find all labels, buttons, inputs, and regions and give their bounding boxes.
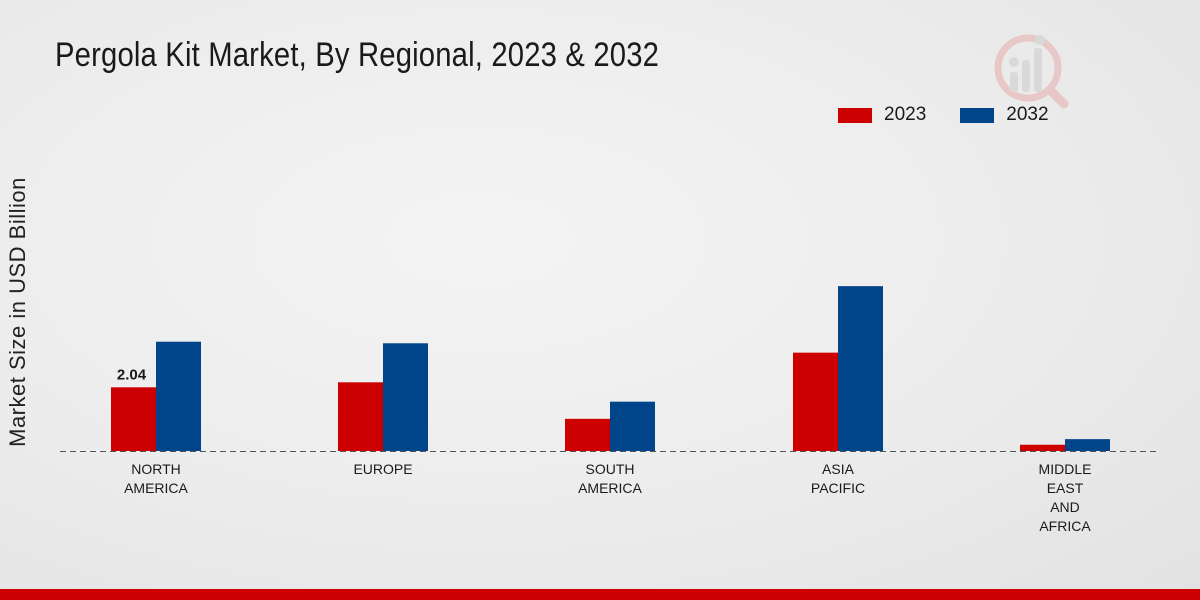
footer-accent-bar — [0, 589, 1200, 600]
data-label: 2.04 — [117, 366, 147, 383]
bar-2023-north-america[interactable] — [111, 387, 156, 451]
x-tick-label: ASIA PACIFIC — [811, 461, 865, 496]
x-tick-label: EUROPE — [353, 461, 412, 477]
bar-2023-asia-pacific[interactable] — [793, 352, 838, 451]
bar-2023-south-america[interactable] — [565, 418, 610, 451]
bar-2023-middle-east-and-africa[interactable] — [1020, 444, 1065, 451]
bar-2032-south-america[interactable] — [610, 401, 655, 451]
x-tick-label: SOUTH AMERICA — [578, 461, 642, 496]
x-tick-label: MIDDLE EAST AND AFRICA — [1039, 461, 1092, 534]
chart-title: Pergola Kit Market, By Regional, 2023 & … — [55, 36, 660, 74]
x-tick-label: NORTH AMERICA — [124, 461, 188, 496]
watermark-logo-icon — [994, 34, 1069, 109]
bar-2032-europe[interactable] — [383, 343, 428, 451]
legend-swatch-2023 — [838, 107, 872, 123]
legend-label-2032: 2032 — [1006, 104, 1049, 125]
bar-2032-north-america[interactable] — [156, 341, 201, 451]
bar-2032-middle-east-and-africa[interactable] — [1065, 439, 1110, 451]
legend: 2023 2032 — [838, 104, 1049, 126]
bar-2032-asia-pacific[interactable] — [838, 286, 883, 451]
legend-item-2032[interactable]: 2032 — [960, 104, 1049, 126]
bar-2023-europe[interactable] — [338, 382, 383, 451]
legend-label-2023: 2023 — [884, 104, 927, 125]
legend-swatch-2032 — [960, 107, 995, 123]
legend-item-2023[interactable]: 2023 — [838, 104, 926, 126]
